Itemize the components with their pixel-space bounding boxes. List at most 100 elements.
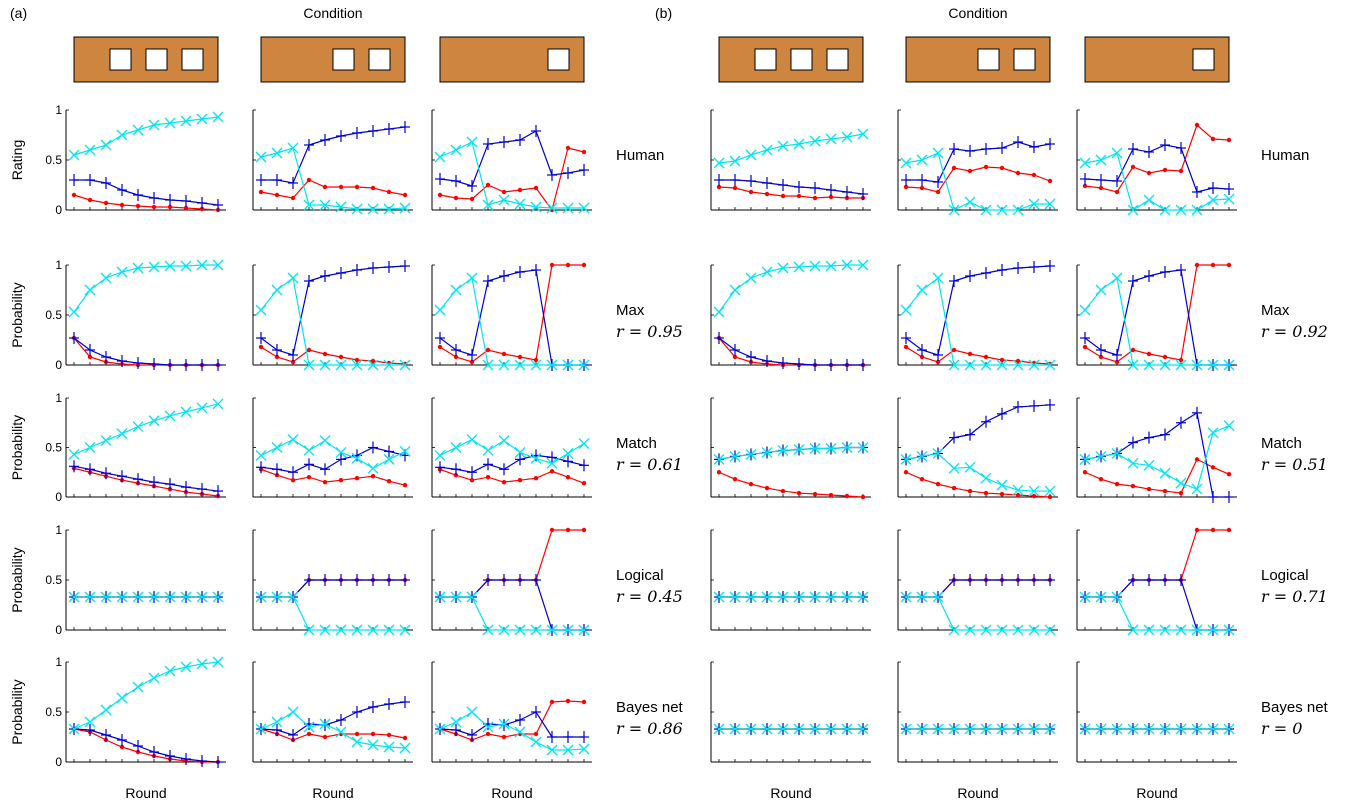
point-cyan-b <box>900 453 912 465</box>
point-cyan <box>132 124 144 136</box>
point-cyan <box>514 359 526 371</box>
point-cyan <box>450 716 462 728</box>
point-red <box>1114 359 1120 365</box>
point-cyan <box>287 434 299 446</box>
row-label: Logical <box>616 567 664 584</box>
point-cyan-b <box>1012 359 1024 371</box>
point-red <box>290 477 296 483</box>
point-red <box>338 354 344 360</box>
point-blue <box>981 574 991 586</box>
point-cyan-b <box>932 591 944 603</box>
point-red <box>485 475 491 480</box>
correlation-label: r = 0.71 <box>1261 587 1328 606</box>
point-cyan-b <box>1028 198 1040 210</box>
point-cyan <box>271 147 283 159</box>
point-blue <box>467 729 477 741</box>
point-blue <box>133 473 143 486</box>
point-red <box>386 189 392 195</box>
point-cyan-b <box>562 359 574 371</box>
point-cyan-b <box>900 304 912 316</box>
point-cyan-b <box>351 203 363 215</box>
point-cyan <box>132 421 144 433</box>
point-blue <box>197 359 207 371</box>
y-tick-label: 0.5 <box>45 441 62 455</box>
point-cyan-b <box>319 718 331 730</box>
point-blue <box>483 275 493 287</box>
point-blue <box>384 445 394 458</box>
series-line-cyan <box>73 661 219 730</box>
point-red <box>1178 490 1184 496</box>
point-red <box>1226 472 1232 477</box>
point-blue <box>547 451 557 464</box>
point-red <box>565 698 571 704</box>
series-line-blue <box>73 728 219 763</box>
point-red <box>469 477 475 483</box>
point-cyan-b <box>932 723 944 735</box>
point-red <box>87 354 93 360</box>
point-blue <box>400 696 410 708</box>
point-red <box>306 347 312 353</box>
point-red <box>549 527 555 533</box>
series-line-red <box>906 579 1050 598</box>
y-tick-label: 0 <box>55 490 62 504</box>
point-cyan <box>319 435 331 447</box>
point-cyan <box>132 681 144 693</box>
point-cyan-b <box>980 204 992 216</box>
point-cyan-b <box>212 591 224 603</box>
point-blue <box>213 199 223 211</box>
point-cyan-b <box>1095 154 1107 166</box>
condition-slot <box>754 48 777 71</box>
point-cyan-b <box>383 203 395 215</box>
point-cyan-b <box>793 723 805 735</box>
point-cyan <box>482 721 494 733</box>
point-cyan <box>932 272 944 284</box>
point-cyan <box>793 261 805 273</box>
point-red <box>549 469 555 474</box>
point-cyan-b <box>271 442 283 453</box>
point-cyan <box>100 435 112 447</box>
point-blue <box>1128 436 1138 449</box>
point-red <box>533 357 539 363</box>
point-cyan <box>84 591 96 603</box>
point-cyan-b <box>1012 204 1024 216</box>
point-cyan <box>980 204 992 216</box>
point-blue <box>515 134 525 146</box>
series-line-cyan <box>439 276 584 366</box>
point-cyan <box>1159 723 1171 735</box>
point-cyan <box>1044 723 1056 735</box>
row-label: Human <box>1261 147 1309 164</box>
row-label: Bayes net <box>616 699 684 716</box>
point-cyan <box>164 665 176 677</box>
point-cyan-b <box>351 452 363 464</box>
point-cyan <box>303 199 315 211</box>
point-cyan-b <box>841 723 853 735</box>
point-blue <box>256 174 266 186</box>
point-red <box>437 344 443 350</box>
point-cyan <box>964 196 976 208</box>
series-line-red <box>439 147 585 212</box>
series-line-blue <box>719 179 864 195</box>
point-red <box>796 193 802 199</box>
point-red <box>290 195 296 201</box>
point-blue <box>1144 574 1154 586</box>
point-red <box>338 477 344 483</box>
point-blue <box>1208 182 1218 194</box>
point-blue <box>1013 400 1023 413</box>
point-red <box>844 493 850 499</box>
point-cyan <box>1111 272 1123 284</box>
point-blue <box>69 332 79 344</box>
point-blue <box>272 724 282 736</box>
point-cyan-b <box>996 624 1008 636</box>
point-blue <box>101 467 111 480</box>
point-cyan-b <box>482 721 494 733</box>
point-blue <box>563 731 573 743</box>
series-line-red <box>1085 529 1229 598</box>
point-cyan-b <box>1111 272 1123 284</box>
point-cyan-b <box>84 591 96 603</box>
point-blue <box>810 359 820 371</box>
point-cyan-b <box>482 199 494 211</box>
point-cyan <box>383 741 395 753</box>
point-blue <box>256 461 266 474</box>
point-cyan-b <box>303 624 315 636</box>
series-line-blue <box>440 579 584 631</box>
